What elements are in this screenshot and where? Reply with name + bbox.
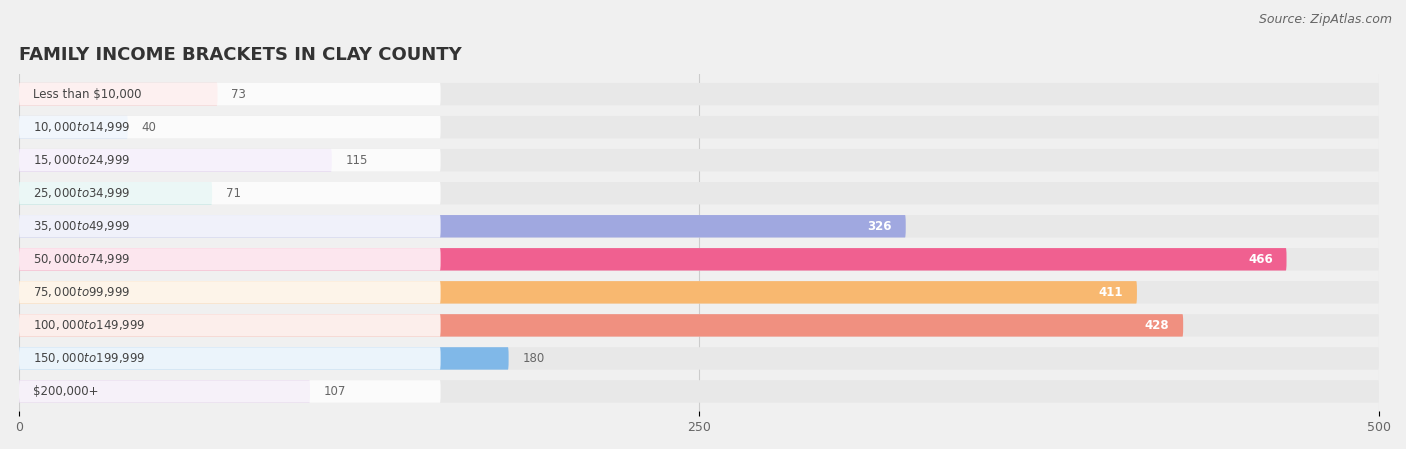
Text: 40: 40: [142, 121, 156, 134]
Text: $50,000 to $74,999: $50,000 to $74,999: [32, 252, 131, 266]
FancyBboxPatch shape: [20, 182, 212, 204]
FancyBboxPatch shape: [20, 182, 1379, 204]
Text: 326: 326: [868, 220, 893, 233]
FancyBboxPatch shape: [20, 281, 1137, 304]
Text: 107: 107: [323, 385, 346, 398]
FancyBboxPatch shape: [20, 83, 1379, 106]
FancyBboxPatch shape: [20, 149, 440, 172]
FancyBboxPatch shape: [20, 380, 440, 403]
FancyBboxPatch shape: [20, 380, 1379, 403]
FancyBboxPatch shape: [20, 248, 440, 271]
Text: $150,000 to $199,999: $150,000 to $199,999: [32, 352, 145, 365]
Text: $200,000+: $200,000+: [32, 385, 98, 398]
FancyBboxPatch shape: [20, 149, 1379, 172]
Text: $10,000 to $14,999: $10,000 to $14,999: [32, 120, 131, 134]
FancyBboxPatch shape: [20, 83, 440, 106]
FancyBboxPatch shape: [20, 281, 1379, 304]
Text: 428: 428: [1144, 319, 1170, 332]
FancyBboxPatch shape: [20, 215, 440, 238]
Text: 115: 115: [346, 154, 368, 167]
FancyBboxPatch shape: [20, 149, 332, 172]
Text: 180: 180: [522, 352, 544, 365]
Text: 411: 411: [1099, 286, 1123, 299]
FancyBboxPatch shape: [20, 215, 905, 238]
Text: 71: 71: [226, 187, 240, 200]
FancyBboxPatch shape: [20, 182, 440, 204]
FancyBboxPatch shape: [20, 248, 1379, 271]
FancyBboxPatch shape: [20, 116, 440, 138]
FancyBboxPatch shape: [20, 347, 440, 370]
FancyBboxPatch shape: [20, 215, 1379, 238]
Text: $35,000 to $49,999: $35,000 to $49,999: [32, 219, 131, 233]
FancyBboxPatch shape: [20, 314, 440, 337]
Text: $100,000 to $149,999: $100,000 to $149,999: [32, 318, 145, 332]
FancyBboxPatch shape: [20, 347, 509, 370]
Text: $25,000 to $34,999: $25,000 to $34,999: [32, 186, 131, 200]
FancyBboxPatch shape: [20, 314, 1379, 337]
FancyBboxPatch shape: [20, 314, 1184, 337]
FancyBboxPatch shape: [20, 248, 1286, 271]
FancyBboxPatch shape: [20, 116, 128, 138]
Text: FAMILY INCOME BRACKETS IN CLAY COUNTY: FAMILY INCOME BRACKETS IN CLAY COUNTY: [20, 46, 461, 64]
FancyBboxPatch shape: [20, 83, 218, 106]
FancyBboxPatch shape: [20, 116, 1379, 138]
Text: 466: 466: [1249, 253, 1272, 266]
Text: 73: 73: [231, 88, 246, 101]
Text: Less than $10,000: Less than $10,000: [32, 88, 141, 101]
FancyBboxPatch shape: [20, 380, 311, 403]
Text: $75,000 to $99,999: $75,000 to $99,999: [32, 286, 131, 299]
Text: $15,000 to $24,999: $15,000 to $24,999: [32, 153, 131, 167]
Text: Source: ZipAtlas.com: Source: ZipAtlas.com: [1258, 13, 1392, 26]
FancyBboxPatch shape: [20, 281, 440, 304]
FancyBboxPatch shape: [20, 347, 1379, 370]
